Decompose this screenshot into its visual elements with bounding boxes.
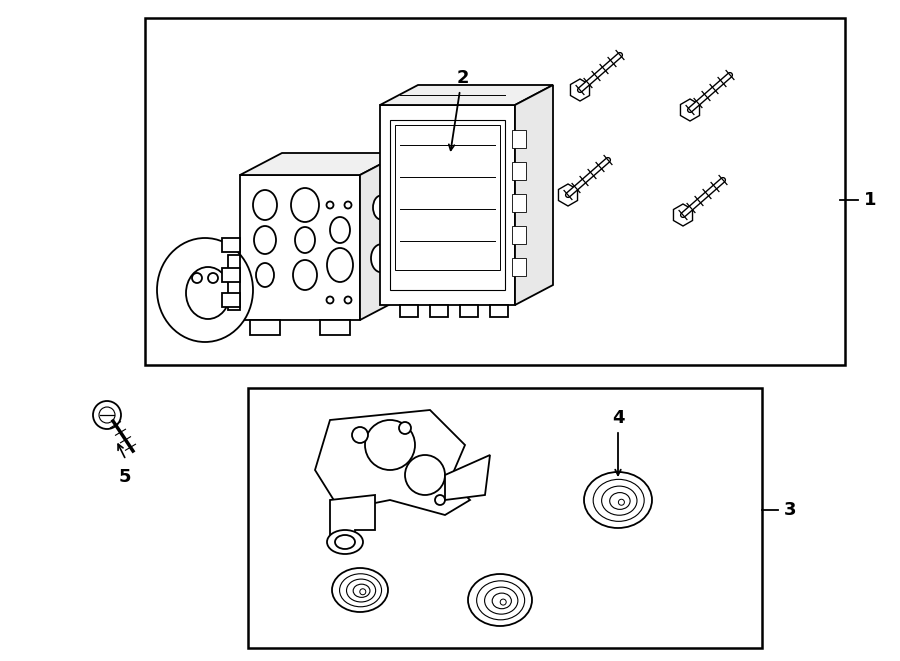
Polygon shape	[430, 305, 448, 317]
Polygon shape	[400, 305, 418, 317]
Circle shape	[345, 202, 352, 208]
Circle shape	[345, 297, 352, 303]
Polygon shape	[515, 85, 553, 305]
Circle shape	[208, 273, 218, 283]
Polygon shape	[228, 255, 240, 310]
Ellipse shape	[477, 581, 525, 620]
Polygon shape	[315, 410, 470, 515]
Ellipse shape	[332, 568, 388, 612]
Circle shape	[192, 273, 202, 283]
Polygon shape	[673, 204, 692, 226]
Ellipse shape	[484, 587, 518, 614]
Circle shape	[500, 599, 506, 605]
Bar	[512, 162, 526, 180]
Ellipse shape	[330, 217, 350, 243]
Circle shape	[93, 401, 121, 429]
Ellipse shape	[186, 267, 230, 319]
Ellipse shape	[492, 593, 511, 609]
Polygon shape	[460, 305, 478, 317]
Polygon shape	[222, 238, 240, 252]
Ellipse shape	[256, 263, 274, 287]
Polygon shape	[380, 105, 515, 305]
Polygon shape	[240, 153, 402, 175]
Text: 5: 5	[119, 468, 131, 486]
Polygon shape	[250, 320, 280, 335]
Polygon shape	[445, 455, 490, 500]
Bar	[390, 120, 505, 290]
Ellipse shape	[405, 455, 445, 495]
Ellipse shape	[609, 492, 630, 510]
Polygon shape	[360, 153, 402, 320]
Bar	[512, 194, 526, 212]
Ellipse shape	[593, 479, 644, 522]
Bar	[145, 18, 845, 365]
Ellipse shape	[371, 245, 391, 272]
Polygon shape	[680, 99, 699, 121]
Text: 2: 2	[456, 69, 469, 87]
Text: 3: 3	[784, 501, 796, 519]
Circle shape	[352, 427, 368, 443]
Bar	[512, 226, 526, 244]
Ellipse shape	[254, 226, 276, 254]
Polygon shape	[559, 184, 578, 206]
Ellipse shape	[335, 535, 355, 549]
Text: 4: 4	[612, 409, 625, 427]
Ellipse shape	[339, 574, 382, 607]
Ellipse shape	[373, 196, 389, 219]
Ellipse shape	[353, 584, 370, 598]
Ellipse shape	[327, 530, 363, 554]
Bar	[512, 130, 526, 148]
Ellipse shape	[468, 574, 532, 626]
Polygon shape	[320, 320, 350, 335]
Polygon shape	[222, 268, 240, 282]
Polygon shape	[330, 495, 375, 545]
Circle shape	[435, 495, 445, 505]
Ellipse shape	[346, 579, 375, 602]
Polygon shape	[240, 175, 360, 320]
Polygon shape	[571, 79, 590, 101]
Ellipse shape	[584, 472, 652, 528]
Polygon shape	[490, 305, 508, 317]
Ellipse shape	[293, 260, 317, 290]
Ellipse shape	[291, 188, 319, 222]
Circle shape	[399, 422, 411, 434]
Ellipse shape	[253, 190, 277, 220]
Bar	[512, 258, 526, 276]
Circle shape	[360, 589, 365, 595]
Circle shape	[327, 297, 334, 303]
Ellipse shape	[601, 486, 637, 515]
Circle shape	[99, 407, 115, 423]
Text: 1: 1	[864, 191, 877, 209]
Ellipse shape	[157, 238, 253, 342]
Ellipse shape	[327, 248, 353, 282]
Ellipse shape	[365, 420, 415, 470]
Circle shape	[327, 202, 334, 208]
Polygon shape	[380, 85, 553, 105]
Circle shape	[618, 499, 625, 505]
Bar	[248, 388, 762, 648]
Bar	[395, 125, 500, 270]
Polygon shape	[222, 293, 240, 307]
Ellipse shape	[295, 227, 315, 253]
